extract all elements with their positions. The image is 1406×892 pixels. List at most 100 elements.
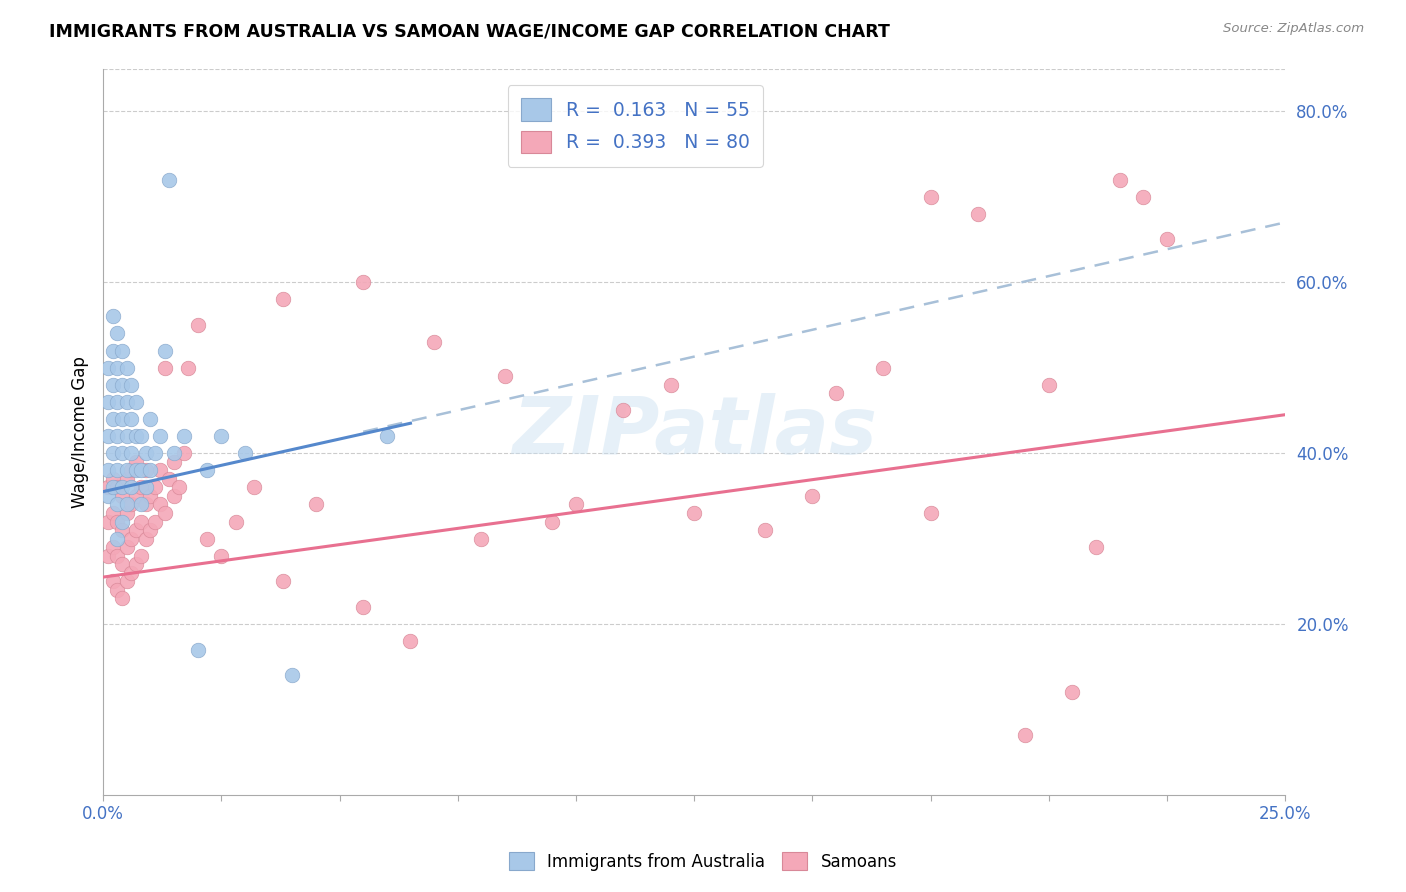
Point (105, 532, 128, 546)
Point (111, 558, 134, 572)
Point (683, 506, 706, 520)
Point (139, 463, 162, 477)
Point (105, 326, 128, 341)
Point (1014, 728, 1036, 742)
Point (115, 395, 138, 409)
Point (187, 318, 209, 332)
Point (143, 480, 166, 494)
Point (153, 343, 176, 358)
Point (135, 532, 157, 546)
Point (101, 506, 124, 520)
Point (125, 489, 148, 503)
Point (111, 343, 134, 358)
Point (399, 634, 422, 648)
Point (97, 489, 120, 503)
Point (129, 498, 152, 512)
Point (115, 498, 138, 512)
Point (129, 549, 152, 563)
Point (115, 506, 138, 520)
Point (121, 412, 143, 426)
Point (121, 463, 143, 477)
Point (97, 515, 120, 529)
Point (143, 515, 166, 529)
Point (121, 446, 143, 460)
Point (1062, 685, 1084, 699)
Text: Source: ZipAtlas.com: Source: ZipAtlas.com (1223, 22, 1364, 36)
Point (97, 463, 120, 477)
Point (565, 498, 588, 512)
Point (149, 463, 172, 477)
Point (187, 642, 209, 657)
Point (101, 310, 124, 324)
Point (225, 515, 247, 529)
Point (1085, 540, 1108, 554)
Point (105, 395, 128, 409)
Point (105, 480, 128, 494)
Point (920, 190, 942, 204)
Point (149, 498, 172, 512)
Point (163, 489, 186, 503)
Point (125, 558, 148, 572)
Point (125, 463, 148, 477)
Point (111, 515, 134, 529)
Point (1108, 172, 1130, 186)
Point (173, 429, 195, 443)
Point (121, 480, 143, 494)
Point (754, 523, 776, 537)
Point (352, 600, 374, 615)
Point (115, 463, 138, 477)
Point (115, 429, 138, 443)
Point (111, 412, 134, 426)
Point (271, 293, 294, 307)
Point (101, 446, 124, 460)
Point (173, 446, 195, 460)
Point (115, 574, 138, 589)
Point (129, 515, 152, 529)
Point (105, 515, 128, 529)
Point (101, 472, 124, 486)
Point (167, 480, 190, 494)
Point (135, 480, 157, 494)
Point (195, 532, 218, 546)
Point (1132, 190, 1154, 204)
Point (111, 489, 134, 503)
Point (111, 377, 134, 392)
Point (111, 591, 134, 606)
Point (121, 498, 143, 512)
Point (129, 429, 152, 443)
Point (101, 540, 124, 554)
Point (121, 377, 143, 392)
Point (209, 429, 232, 443)
Point (659, 377, 682, 392)
Point (135, 498, 157, 512)
Point (153, 360, 176, 375)
Point (966, 207, 988, 221)
Point (177, 360, 200, 375)
Point (801, 489, 824, 503)
Point (153, 506, 176, 520)
Point (139, 489, 162, 503)
Point (135, 446, 157, 460)
Point (1038, 377, 1060, 392)
Point (121, 566, 143, 580)
Point (163, 455, 186, 469)
Point (470, 532, 492, 546)
Point (125, 455, 148, 469)
Point (143, 446, 166, 460)
Point (101, 412, 124, 426)
Text: ZIPatlas: ZIPatlas (512, 392, 877, 471)
Point (157, 172, 180, 186)
Point (920, 506, 942, 520)
Point (105, 498, 128, 512)
Legend: R =  0.163   N = 55, R =  0.393   N = 80: R = 0.163 N = 55, R = 0.393 N = 80 (508, 85, 762, 167)
Point (195, 463, 218, 477)
Point (105, 360, 128, 375)
Point (209, 549, 232, 563)
Point (121, 532, 143, 546)
Legend: Immigrants from Australia, Samoans: Immigrants from Australia, Samoans (501, 844, 905, 880)
Point (305, 498, 328, 512)
Point (243, 480, 266, 494)
Point (352, 275, 374, 289)
Point (101, 480, 124, 494)
Point (101, 377, 124, 392)
